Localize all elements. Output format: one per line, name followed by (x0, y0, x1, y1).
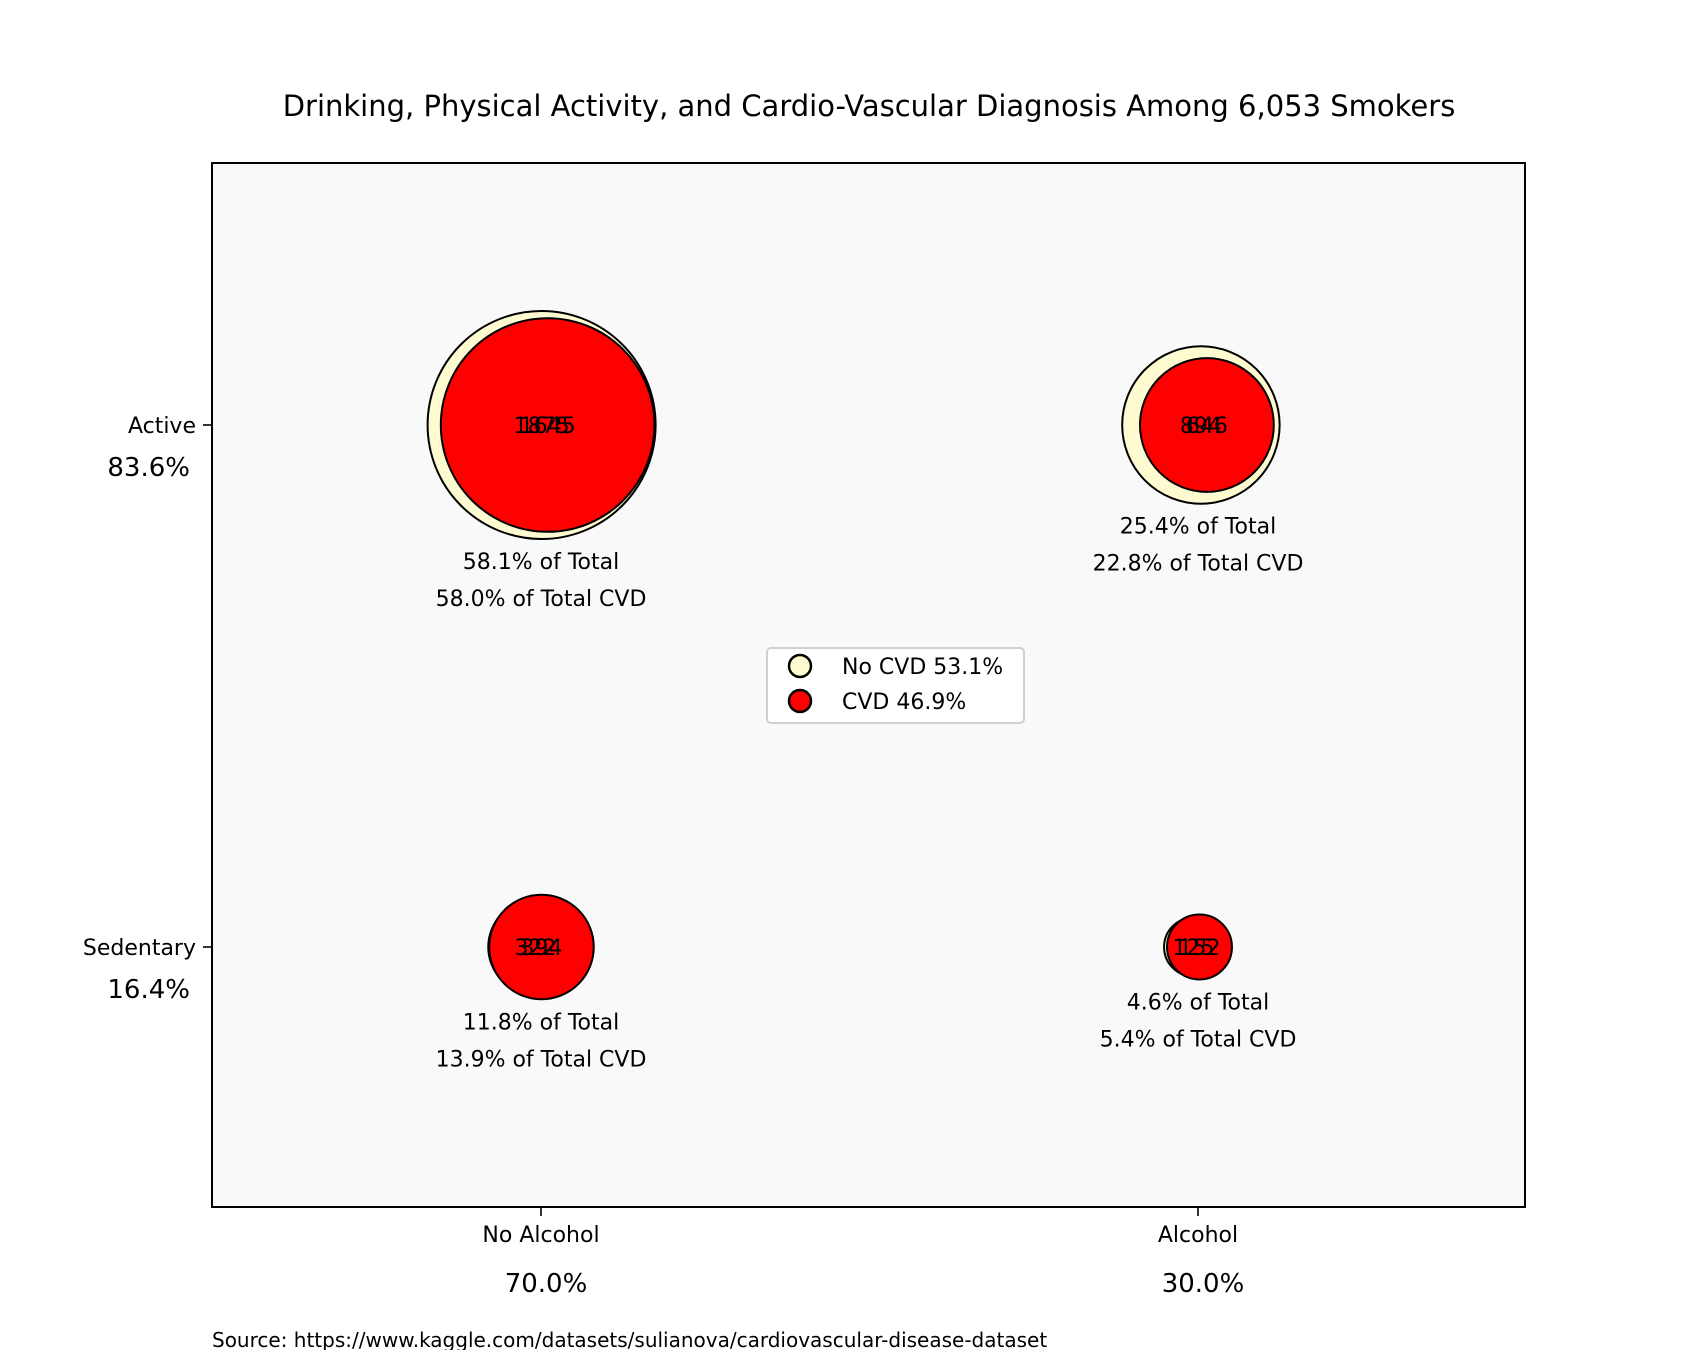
x-tick-label-no-alcohol: No Alcohol (482, 1223, 599, 1248)
bubble-value-no-cvd-alcohol-active: 894 (1180, 414, 1222, 439)
pct-total-no-alcohol-active: 58.1% of Total (463, 550, 619, 575)
bubbles (426, 310, 1281, 1001)
bubble-value-cvd-no-alcohol-active: 1645 (520, 414, 576, 439)
x-tick-percent-alcohol: 30.0% (1162, 1269, 1245, 1299)
bubble-value-no-cvd-no-alcohol-active: 1875 (514, 414, 570, 439)
bubble-cvd-no-alcohol-active (439, 317, 656, 533)
pct-total-alcohol-sedentary: 4.6% of Total (1127, 990, 1269, 1015)
bubble-cvd-alcohol-active (1138, 357, 1275, 493)
pct-cvd-alcohol-sedentary: 5.4% of Total CVD (1100, 1027, 1297, 1052)
bubble-cvd-no-alcohol-sedentary (488, 893, 595, 1001)
bubble-value-no-cvd-alcohol-sedentary: 125 (1172, 936, 1214, 961)
legend-label-no-cvd: No CVD 53.1% (842, 655, 1003, 680)
bubble-cvd-alcohol-sedentary (1166, 913, 1233, 981)
pct-total-alcohol-active: 25.4% of Total (1120, 515, 1276, 540)
legend-marker-no-cvd (787, 653, 813, 679)
bubble-value-cvd-alcohol-sedentary: 152 (1178, 936, 1220, 961)
y-tick-label-sedentary: Sedentary (83, 936, 196, 961)
pct-cvd-alcohol-active: 22.8% of Total CVD (1093, 552, 1304, 577)
legend-label-cvd: CVD 46.9% (842, 690, 966, 715)
pct-total-no-alcohol-sedentary: 11.8% of Total (463, 1010, 619, 1035)
bubble-value-cvd-alcohol-active: 646 (1186, 414, 1228, 439)
legend-frame (766, 647, 1025, 724)
pct-cvd-no-alcohol-sedentary: 13.9% of Total CVD (436, 1047, 647, 1072)
bubble-value-no-cvd-no-alcohol-sedentary: 322 (514, 936, 556, 961)
x-tick-percent-no-alcohol: 70.0% (505, 1269, 588, 1299)
legend-marker-cvd (787, 688, 813, 714)
y-tick-percent-sedentary: 16.4% (107, 975, 190, 1005)
y-tick-percent-active: 83.6% (107, 453, 190, 483)
bubble-value-cvd-no-alcohol-sedentary: 394 (520, 936, 562, 961)
pct-cvd-no-alcohol-active: 58.0% of Total CVD (436, 587, 647, 612)
source-note: Source: https://www.kaggle.com/datasets/… (212, 1328, 1047, 1350)
x-tick-label-alcohol: Alcohol (1158, 1223, 1238, 1248)
chart-title: Drinking, Physical Activity, and Cardio-… (283, 89, 1456, 123)
legend: No CVD 53.1% CVD 46.9% (766, 647, 1025, 724)
y-tick-label-active: Active (128, 414, 196, 439)
axis-ticks (203, 424, 1199, 1216)
